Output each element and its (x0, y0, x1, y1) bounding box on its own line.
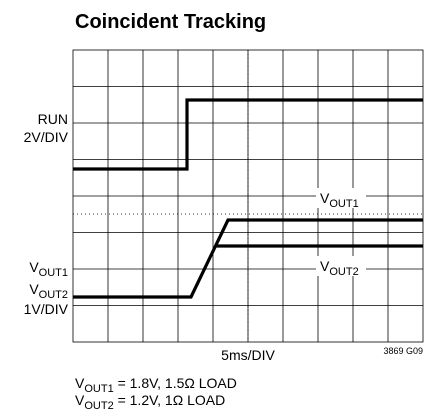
run-label: RUN (38, 111, 68, 127)
vout1-label: VOUT1 (29, 259, 68, 279)
run-scale: 2V/DIV (24, 129, 69, 145)
label-bg (316, 188, 366, 208)
chart-title: Coincident Tracking (75, 11, 266, 33)
x-axis-label: 5ms/DIV (221, 347, 275, 363)
note: VOUT2 = 1.2V, 1Ω LOAD (75, 392, 225, 412)
vout2-label: VOUT2 (29, 281, 68, 301)
run-trace (73, 98, 423, 171)
vout-scale: 1V/DIV (24, 301, 69, 317)
figure-id: 3869 G09 (383, 346, 423, 356)
vout1-trace (73, 218, 423, 299)
label-bg (316, 256, 366, 276)
trace-label: VOUT1 (320, 190, 359, 210)
note: VOUT1 = 1.8V, 1.5Ω LOAD (75, 375, 237, 395)
trace-label: VOUT2 (320, 258, 359, 278)
